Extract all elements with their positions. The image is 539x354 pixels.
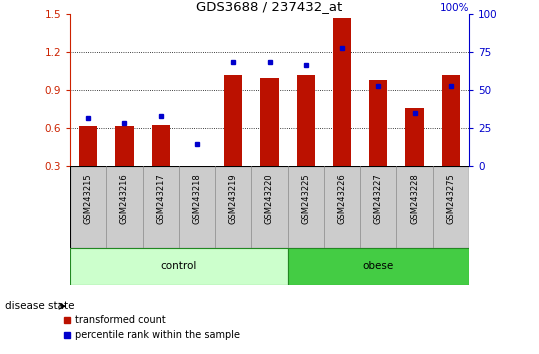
Title: GDS3688 / 237432_at: GDS3688 / 237432_at (196, 0, 343, 13)
Bar (442, 75, 460, 166)
Bar (405, 108, 424, 166)
Bar (333, 18, 351, 166)
Text: transformed count: transformed count (75, 315, 166, 325)
Text: control: control (161, 261, 197, 272)
Bar (115, 126, 134, 166)
Text: disease state: disease state (5, 301, 75, 311)
Bar (70, 166, 469, 248)
Text: GSM243216: GSM243216 (120, 173, 129, 224)
Text: GSM243225: GSM243225 (301, 173, 310, 223)
Text: GSM243218: GSM243218 (192, 173, 202, 224)
Bar (151, 125, 170, 166)
Bar (224, 75, 243, 166)
Text: GSM243219: GSM243219 (229, 173, 238, 223)
Text: percentile rank within the sample: percentile rank within the sample (75, 330, 240, 339)
Bar (296, 75, 315, 166)
Text: GSM243228: GSM243228 (410, 173, 419, 224)
Bar (70, 248, 288, 285)
Text: GSM243217: GSM243217 (156, 173, 165, 224)
Text: 100%: 100% (439, 2, 469, 13)
Text: GSM243275: GSM243275 (446, 173, 455, 224)
Text: obese: obese (363, 261, 394, 272)
Bar (369, 80, 388, 166)
Bar (79, 126, 97, 166)
Text: GSM243215: GSM243215 (84, 173, 93, 223)
Text: GSM243226: GSM243226 (337, 173, 347, 224)
Bar (288, 248, 469, 285)
Bar (260, 78, 279, 166)
Text: GSM243227: GSM243227 (374, 173, 383, 224)
Text: GSM243220: GSM243220 (265, 173, 274, 223)
